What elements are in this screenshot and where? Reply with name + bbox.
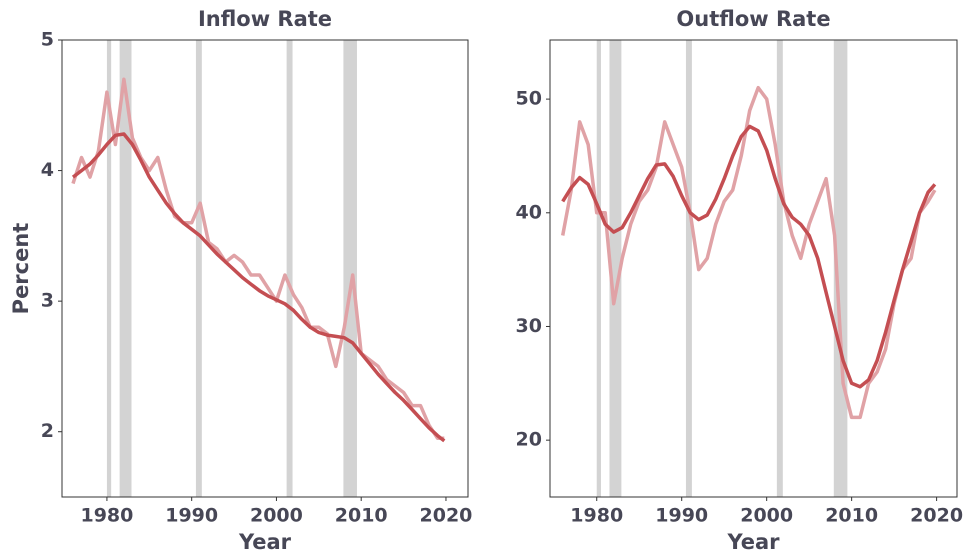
y-tick-label: 20 [516,429,542,451]
y-tick-label: 50 [516,88,542,110]
x-tick-label: 1980 [80,505,133,527]
x-tick-label: 2000 [740,505,793,527]
x-tick-label: 1990 [655,505,708,527]
y-tick-label: 2 [41,420,54,442]
recession-band [195,40,202,497]
y-tick-label: 3 [41,290,54,312]
trend-line [71,132,446,443]
y-tick-label: 40 [516,201,542,223]
panel: 2 3 4 5 1980 1990 2000 2010 2020 Inflow Rate Year P… [9,7,472,554]
raw-line [71,77,445,440]
y-tick-label: 4 [41,159,54,181]
recession-band [609,40,622,497]
recession-band [106,40,112,497]
x-axis-label: Year [726,530,780,554]
x-tick-label: 2010 [335,505,388,527]
plot-frame [61,39,469,498]
x-tick-label: 1990 [165,505,218,527]
recession-band [286,40,293,497]
panel: 20 30 40 50 1980 1990 2000 2010 2020 Outflow Rate… [516,7,964,554]
x-tick-label: 2000 [250,505,303,527]
x-tick-label: 2020 [910,505,963,527]
plot-frame [549,39,958,498]
recession-band [343,40,357,497]
x-tick-label: 2010 [825,505,878,527]
x-tick-label: 2020 [420,505,473,527]
raw-line [560,85,937,420]
trend-line [561,124,937,389]
x-axis-label: Year [238,530,292,554]
y-tick-label: 30 [516,315,542,337]
recession-band [776,40,783,497]
y-axis-label: Percent [9,223,33,315]
chart-title: Outflow Rate [676,7,830,31]
recession-band [685,40,692,497]
recession-band [119,40,132,497]
x-tick-label: 1980 [570,505,623,527]
y-tick-label: 5 [41,29,54,51]
chart-title: Inflow Rate [198,7,332,31]
recession-band [596,40,601,497]
